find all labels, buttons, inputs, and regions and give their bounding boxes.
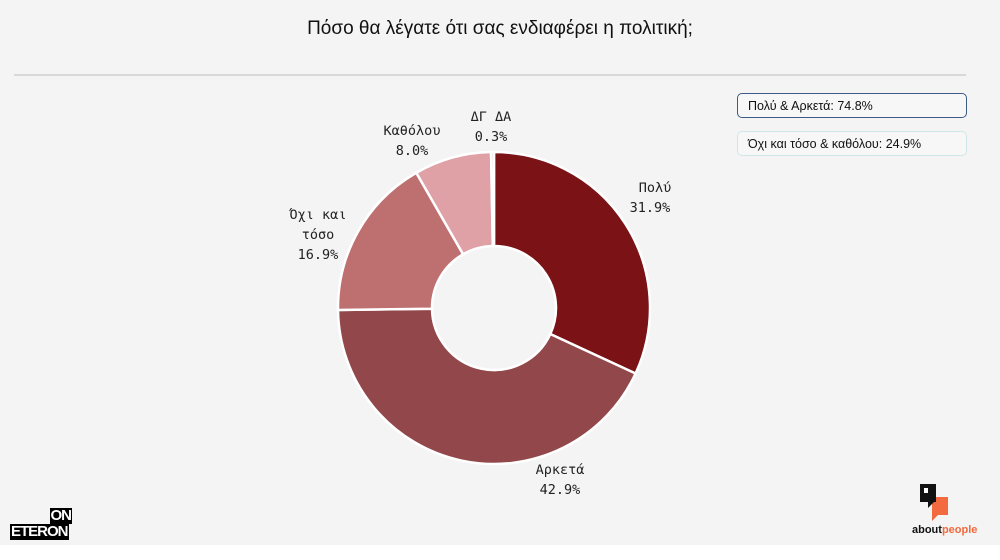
summary-box-negative: Όχι και τόσο & καθόλου: 24.9% [737,131,967,156]
slice-0 [492,150,652,376]
slice-1 [336,307,638,466]
slice-2 [336,171,465,312]
aboutpeople-logo: aboutpeople [912,524,978,536]
summary-box-positive: Πολύ & Αρκετά: 74.8% [737,93,967,118]
aboutpeople-logo-icon [920,484,948,521]
divider [14,74,966,76]
value-poly: 31.9% [630,200,671,216]
label-arketa: Αρκετά [536,462,585,478]
slice-4 [489,150,496,248]
label-katholou: Καθόλου [384,123,441,139]
chart-title: Πόσο θα λέγατε ότι σας ενδιαφέρει η πολι… [307,18,693,39]
value-katholou: 8.0% [396,143,429,159]
label-oxi-kai-toso-2: τόσο [302,227,335,243]
value-dg-da: 0.3% [475,129,508,145]
value-arketa: 42.9% [540,482,581,498]
eteron-logo: ON ETERON [10,507,72,540]
label-dg-da: ΔΓ ΔΑ [471,109,512,125]
value-oxi-kai-toso: 16.9% [298,247,339,263]
label-oxi-kai-toso-1: Όχι και [289,207,347,223]
label-poly: Πολύ [639,180,672,196]
